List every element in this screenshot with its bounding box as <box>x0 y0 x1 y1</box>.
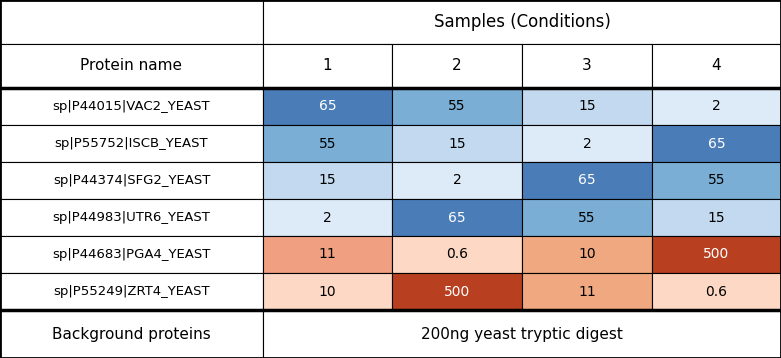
Text: sp|P55752|ISCB_YEAST: sp|P55752|ISCB_YEAST <box>55 137 209 150</box>
Text: 2: 2 <box>453 174 462 188</box>
Bar <box>652 44 781 88</box>
Text: 2: 2 <box>583 136 591 150</box>
Text: 65: 65 <box>319 100 337 113</box>
Bar <box>392 44 522 88</box>
Text: 200ng yeast tryptic digest: 200ng yeast tryptic digest <box>421 327 623 342</box>
Bar <box>263 0 781 44</box>
Bar <box>263 236 392 273</box>
Text: 15: 15 <box>708 211 726 224</box>
Text: sp|P44983|UTR6_YEAST: sp|P44983|UTR6_YEAST <box>52 211 210 224</box>
Bar <box>263 310 781 358</box>
Bar <box>652 162 781 199</box>
Text: 15: 15 <box>448 136 465 150</box>
Bar <box>263 162 392 199</box>
Text: 2: 2 <box>712 100 721 113</box>
Bar <box>392 88 522 125</box>
Bar <box>0 162 263 199</box>
Bar <box>392 199 522 236</box>
Text: 65: 65 <box>708 136 726 150</box>
Bar <box>652 236 781 273</box>
Bar <box>0 273 263 310</box>
Text: sp|P55249|ZRT4_YEAST: sp|P55249|ZRT4_YEAST <box>53 285 210 298</box>
Bar <box>0 88 263 125</box>
Text: 15: 15 <box>319 174 337 188</box>
Bar <box>263 88 392 125</box>
Bar <box>263 44 392 88</box>
Text: 0.6: 0.6 <box>446 247 468 261</box>
Bar <box>0 199 263 236</box>
Text: 11: 11 <box>578 285 596 299</box>
Bar <box>392 273 522 310</box>
Text: 10: 10 <box>319 285 337 299</box>
Bar <box>392 162 522 199</box>
Text: sp|P44015|VAC2_YEAST: sp|P44015|VAC2_YEAST <box>52 100 210 113</box>
Text: 11: 11 <box>319 247 337 261</box>
Bar <box>263 273 392 310</box>
Bar <box>522 88 652 125</box>
Text: 55: 55 <box>319 136 337 150</box>
Text: 65: 65 <box>448 211 465 224</box>
Bar <box>263 199 392 236</box>
Text: 15: 15 <box>578 100 596 113</box>
Bar <box>0 310 263 358</box>
Text: Background proteins: Background proteins <box>52 327 211 342</box>
Bar <box>0 236 263 273</box>
Text: 2: 2 <box>323 211 332 224</box>
Text: 2: 2 <box>452 58 462 73</box>
Bar <box>652 199 781 236</box>
Text: 3: 3 <box>582 58 592 73</box>
Text: 500: 500 <box>444 285 470 299</box>
Bar <box>522 125 652 162</box>
Text: 55: 55 <box>708 174 726 188</box>
Text: 1: 1 <box>323 58 332 73</box>
Bar <box>522 273 652 310</box>
Bar <box>0 125 263 162</box>
Text: sp|P44683|PGA4_YEAST: sp|P44683|PGA4_YEAST <box>52 248 211 261</box>
Text: Protein name: Protein name <box>80 58 183 73</box>
Bar <box>522 199 652 236</box>
Bar <box>263 125 392 162</box>
Text: 10: 10 <box>578 247 596 261</box>
Text: 500: 500 <box>704 247 729 261</box>
Text: 55: 55 <box>578 211 596 224</box>
Text: 0.6: 0.6 <box>705 285 727 299</box>
Bar <box>652 88 781 125</box>
Bar <box>392 125 522 162</box>
Text: sp|P44374|SFG2_YEAST: sp|P44374|SFG2_YEAST <box>53 174 210 187</box>
Text: 55: 55 <box>448 100 465 113</box>
Bar <box>0 44 263 88</box>
Bar <box>0 0 263 44</box>
Bar <box>522 236 652 273</box>
Bar <box>522 44 652 88</box>
Bar <box>392 236 522 273</box>
Text: 65: 65 <box>578 174 596 188</box>
Bar <box>652 125 781 162</box>
Bar <box>652 273 781 310</box>
Text: 4: 4 <box>711 58 722 73</box>
Text: Samples (Conditions): Samples (Conditions) <box>433 13 611 31</box>
Bar <box>522 162 652 199</box>
